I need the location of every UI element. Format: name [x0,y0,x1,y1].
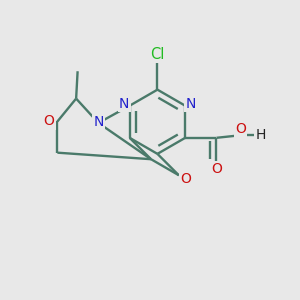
Text: O: O [180,172,191,186]
Text: O: O [44,115,55,128]
Text: Cl: Cl [150,47,165,62]
Text: O: O [235,122,246,136]
Text: O: O [211,162,222,176]
Text: N: N [93,116,103,129]
Text: N: N [185,97,196,111]
Text: N: N [119,97,130,111]
Text: H: H [255,128,266,142]
